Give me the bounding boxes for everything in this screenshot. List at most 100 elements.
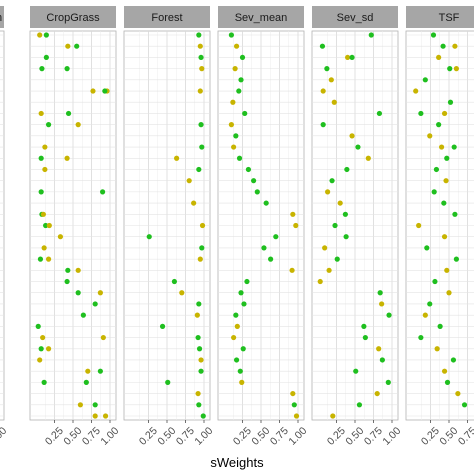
data-point-green [447, 66, 453, 72]
data-point-yellow [349, 133, 355, 139]
data-point-yellow [231, 144, 237, 150]
x-tick-label: 0.50 [437, 425, 460, 448]
data-point-green [342, 211, 348, 217]
data-point-yellow [230, 99, 236, 105]
data-point-yellow [102, 413, 109, 419]
data-point-yellow [374, 390, 380, 397]
data-point-yellow [365, 155, 371, 161]
data-point-green [80, 312, 86, 318]
data-point-green [65, 110, 72, 117]
data-point-green [43, 32, 49, 38]
data-point-green [324, 66, 330, 72]
data-point-yellow [174, 155, 180, 161]
data-point-green [379, 357, 385, 363]
data-point-green [461, 402, 468, 408]
data-point-yellow [186, 178, 192, 184]
data-point-green [273, 234, 279, 240]
data-point-green [361, 323, 367, 329]
data-point-green [64, 66, 70, 72]
x-tick-label: 0.25 [419, 425, 442, 448]
data-point-green [233, 312, 239, 318]
data-point-green [236, 155, 243, 161]
data-point-green [196, 346, 203, 352]
data-point-yellow [293, 222, 299, 229]
data-point-green [83, 379, 89, 385]
data-point-yellow [441, 234, 448, 240]
data-point-green [418, 110, 424, 117]
data-point-yellow [446, 290, 452, 296]
data-point-green [320, 122, 326, 128]
x-tick-label: .00 [0, 425, 9, 444]
data-point-yellow [179, 290, 185, 296]
data-point-yellow [100, 334, 106, 341]
data-point-green [355, 144, 361, 150]
x-tick-label: 0.50 [343, 425, 366, 448]
data-point-yellow [75, 267, 81, 273]
facet-strip [0, 6, 4, 28]
data-point-yellow [38, 110, 44, 117]
data-point-green [386, 312, 392, 318]
data-point-green [146, 234, 152, 240]
data-point-green [198, 368, 204, 374]
x-tick-label: 0.75 [80, 425, 103, 448]
data-point-green [240, 346, 246, 352]
data-point-yellow [85, 368, 91, 374]
data-point-green [433, 166, 440, 173]
data-point-yellow [234, 323, 240, 329]
data-point-green [38, 155, 44, 161]
data-point-yellow [197, 43, 203, 49]
data-point-green [45, 122, 52, 128]
data-point-green [38, 189, 44, 195]
data-point-yellow [436, 54, 442, 61]
data-point-green [100, 189, 106, 195]
data-point-green [261, 245, 267, 251]
data-point-yellow [455, 390, 461, 397]
data-point-yellow [443, 178, 449, 184]
data-point-yellow [231, 334, 237, 341]
data-point-green [430, 32, 437, 38]
data-point-green [245, 166, 252, 173]
data-point-yellow [422, 312, 428, 318]
data-point-yellow [232, 66, 238, 72]
data-point-green [332, 222, 338, 229]
data-point-green [441, 200, 447, 206]
data-point-yellow [41, 245, 47, 251]
data-point-green [343, 234, 349, 240]
x-tick-label: 0.75 [362, 425, 385, 448]
data-point-green [241, 301, 247, 307]
data-point-green [291, 402, 297, 408]
panels-layer: n.00CropGrass0.250.500.751.00Forest0.250… [0, 6, 474, 448]
data-point-green [344, 166, 350, 173]
data-point-yellow [37, 32, 43, 38]
data-point-yellow [289, 267, 295, 273]
data-point-green [228, 32, 234, 38]
facet-strip [218, 6, 304, 28]
data-point-green [377, 290, 383, 296]
data-point-green [385, 379, 391, 385]
data-point-green [242, 110, 248, 117]
data-point-green [75, 290, 81, 296]
data-point-yellow [439, 144, 445, 150]
data-point-yellow [97, 290, 103, 296]
data-point-green [171, 278, 177, 285]
data-point-yellow [77, 402, 83, 408]
data-point-green [198, 54, 204, 61]
data-point-yellow [293, 413, 300, 419]
x-tick-label: 0.25 [325, 425, 348, 448]
data-point-green [43, 222, 49, 229]
data-point-green [424, 245, 430, 251]
data-point-yellow [199, 222, 206, 229]
data-point-yellow [239, 379, 245, 385]
data-point-green [353, 368, 359, 374]
data-point-yellow [434, 346, 440, 352]
data-point-yellow [427, 133, 433, 139]
data-point-green [254, 189, 260, 195]
data-point-yellow [337, 200, 343, 206]
data-point-green [200, 413, 206, 419]
data-point-green [92, 402, 98, 408]
data-point-yellow [40, 211, 47, 217]
data-point-green [196, 402, 202, 408]
facet-strip-label: CropGrass [46, 12, 100, 24]
data-point-yellow [65, 43, 71, 49]
